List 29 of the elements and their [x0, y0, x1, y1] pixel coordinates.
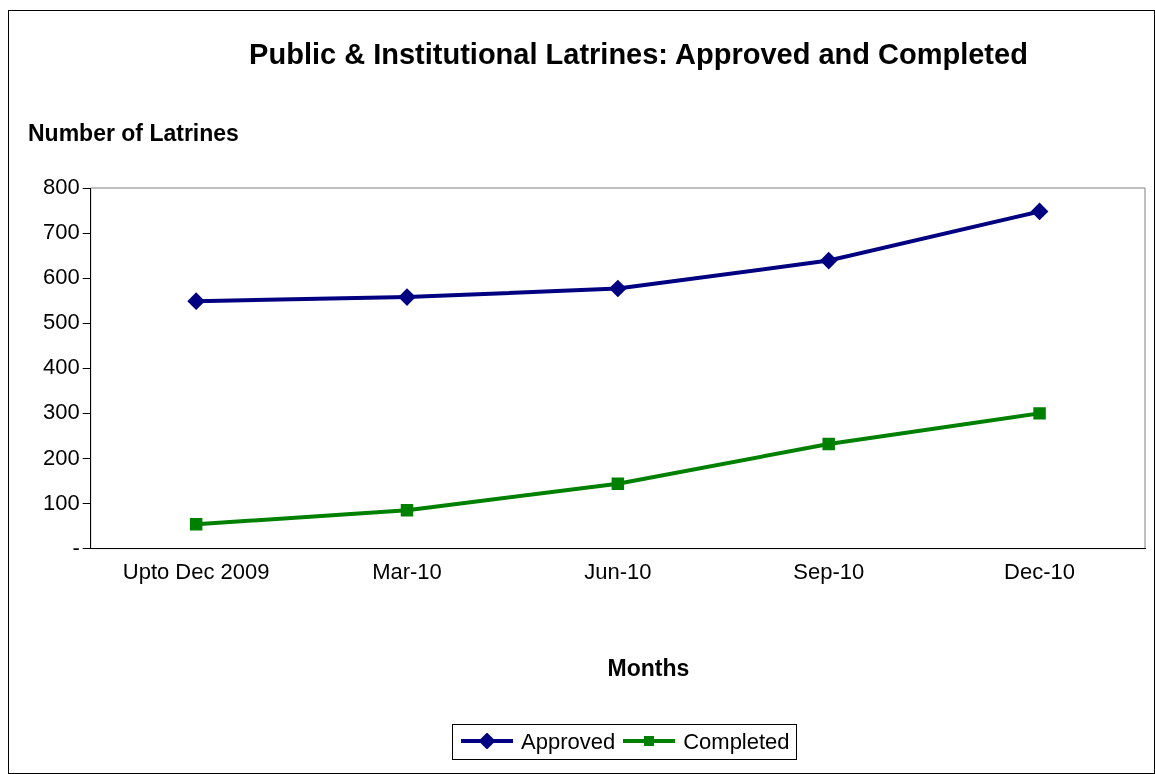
y-tick-label: 600: [42, 264, 80, 290]
point: [822, 437, 835, 451]
x-tick-label: Mar-10: [372, 558, 442, 584]
chart-title: Public & Institutional Latrines: Approved and Completed: [248, 38, 1029, 71]
legend-label: Approved: [521, 729, 616, 755]
x-tick-label: Sep-10: [793, 558, 865, 584]
point: [189, 518, 203, 531]
point: [398, 289, 415, 306]
legend-label: Completed: [683, 729, 790, 755]
point: [1033, 407, 1046, 420]
y-tick-label: 200: [42, 444, 80, 470]
y-tick-label: 500: [42, 309, 80, 335]
point: [609, 280, 626, 297]
point: [1031, 203, 1048, 220]
x-tick-label: Upto Dec 2009: [122, 558, 270, 584]
point: [400, 504, 414, 517]
x-tick-label: Dec-10: [1004, 558, 1076, 584]
point: [820, 252, 837, 269]
y-axis-title: Number of Latrines: [28, 120, 239, 147]
x-tick-label: Jun-10: [584, 558, 652, 584]
y-tick-label: -: [72, 534, 80, 560]
point: [611, 477, 625, 490]
y-tick-label: 800: [42, 174, 80, 200]
point: [188, 293, 205, 310]
y-tick-label: 400: [42, 354, 80, 380]
y-tick-label: 300: [42, 399, 80, 425]
x-axis-title: Months: [606, 655, 691, 682]
y-tick-label: 700: [42, 219, 80, 245]
y-tick-label: 100: [42, 489, 80, 515]
